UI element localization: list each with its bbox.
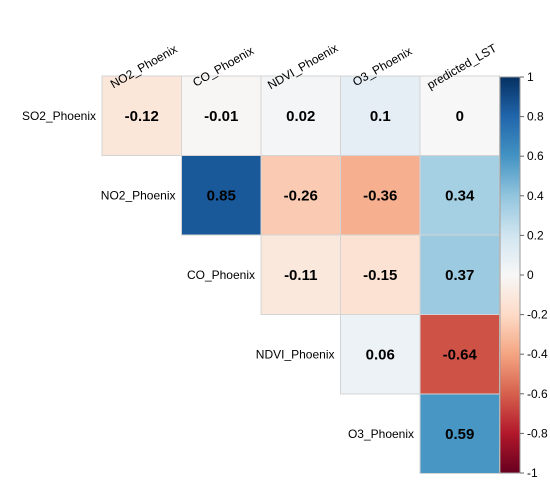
cell-value-label: -0.01 xyxy=(204,108,238,125)
colorbar-gradient xyxy=(499,76,521,474)
cell-value-label: -0.26 xyxy=(284,187,318,204)
cell-value-label: -0.12 xyxy=(125,108,159,125)
row-label: NDVI_Phoenix xyxy=(256,347,335,361)
cell-value-label: 0.1 xyxy=(370,108,391,125)
colorbar-tick-label: -0.6 xyxy=(527,387,548,401)
cell-value-label: -0.11 xyxy=(284,267,317,284)
colorbar: 1 0.8 0.6 0.4 0.2 0 -0.2 -0.4 -0.6 -0.8 -1 xyxy=(499,70,548,480)
cell-value-label: -0.15 xyxy=(363,267,397,284)
heatmap-cell xyxy=(419,234,500,315)
colorbar-tick-label: 0 xyxy=(527,268,534,282)
colorbar-tick-label: 0.2 xyxy=(527,228,544,242)
heatmap-cell xyxy=(260,234,341,315)
row-label: NO2_Phoenix xyxy=(101,188,176,202)
colorbar-tick-label: -0.8 xyxy=(527,426,548,440)
heatmap-cell xyxy=(181,155,262,236)
heatmap-cell xyxy=(340,155,421,236)
cell-value-label: 0.37 xyxy=(445,267,474,284)
cell-value-label: 0.06 xyxy=(366,346,395,363)
heatmap-cell xyxy=(260,75,341,156)
row-label: O3_Phoenix xyxy=(348,427,414,441)
cell-value-label: -0.36 xyxy=(363,187,397,204)
cell-value-label: 0.34 xyxy=(445,187,475,204)
colorbar-tick-label: -1 xyxy=(527,466,538,480)
row-label: SO2_Phoenix xyxy=(22,109,96,123)
row-labels: SO2_Phoenix NO2_Phoenix CO_Phoenix NDVI_Pho… xyxy=(22,109,414,441)
heatmap-cell xyxy=(340,75,421,156)
colorbar-tick-label: 1 xyxy=(527,70,534,84)
colorbar-tick-label: -0.4 xyxy=(527,347,548,361)
heatmap-cell xyxy=(419,314,500,395)
heatmap-cell xyxy=(419,75,500,156)
cell-value-label: 0.59 xyxy=(445,426,474,443)
row-label: CO_Phoenix xyxy=(187,268,255,282)
colorbar-tick-label: 0.8 xyxy=(527,110,544,124)
heatmap-cells xyxy=(101,75,500,474)
cell-value-label: 0.85 xyxy=(207,187,236,204)
cell-value-label: -0.64 xyxy=(443,346,478,363)
cell-value-label: 0.02 xyxy=(286,108,315,125)
colorbar-tick-label: 0.6 xyxy=(527,149,544,163)
colorbar-tick-label: -0.2 xyxy=(527,308,548,322)
cell-value-label: 0 xyxy=(456,108,464,125)
colorbar-tick-label: 0.4 xyxy=(527,189,544,203)
heatmap-cell xyxy=(340,314,421,395)
heatmap-cell xyxy=(101,75,182,156)
heatmap-cell xyxy=(181,75,262,156)
heatmap-value-labels: -0.12 -0.01 0.02 0.1 0 0.85 -0.26 -0.36 0.34 -0.1… xyxy=(125,108,478,443)
